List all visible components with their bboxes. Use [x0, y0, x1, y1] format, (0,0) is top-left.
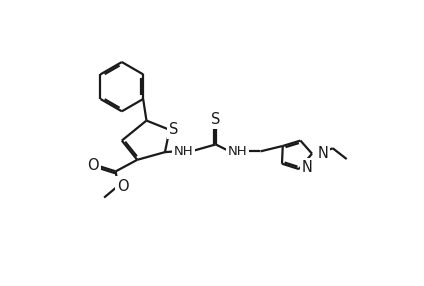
Text: S: S	[211, 112, 220, 127]
Text: O: O	[87, 158, 99, 174]
Text: NH: NH	[173, 145, 193, 158]
Text: NH: NH	[228, 145, 247, 158]
Text: S: S	[170, 122, 179, 137]
Text: N: N	[318, 146, 328, 161]
Text: O: O	[117, 178, 129, 194]
Text: N: N	[302, 160, 313, 175]
